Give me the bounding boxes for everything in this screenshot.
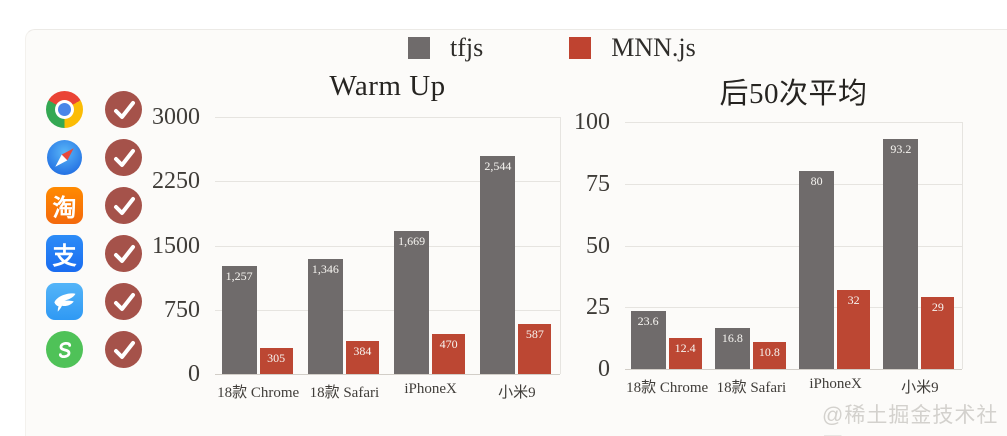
legend-item-mnnjs: MNN.js [569,33,696,63]
app-row-taobao: 淘 [46,187,142,224]
bar-mnnjs-18款 Chrome: 12.4 [668,338,702,369]
wechat-miniprogram-icon [46,331,83,368]
check-icon [105,235,142,272]
gridline-y0 [215,374,560,375]
check-icon [105,91,142,128]
gridline-y3000 [215,117,560,118]
bar-value-label: 1,669 [398,234,426,249]
y-axis-tick-label: 1500 [152,232,200,259]
bar-mnnjs-18款 Safari: 384 [345,341,379,374]
app-row-safari [46,139,142,176]
legend-label-tfjs: tfjs [450,33,484,62]
x-axis-category-label: 18款 Safari [309,385,380,401]
bar-tfjs-18款 Safari: 16.8 [714,327,750,369]
bar-value-label: 80 [810,174,823,189]
bar-tfjs-18款 Chrome: 1,257 [221,266,257,374]
gridline-y100 [625,122,962,123]
legend-swatch-mnnjs [569,37,592,59]
plot-right-border [962,122,963,369]
chrome-browser-icon [46,91,83,128]
x-axis-category-label: iPhoneX [404,381,457,397]
bar-mnnjs-18款 Chrome: 305 [259,347,293,374]
app-row-dingtalk [46,283,142,320]
safari-browser-icon [46,139,83,176]
bar-mnnjs-小米9: 29 [921,297,955,369]
y-axis-tick-label: 2250 [152,168,200,195]
gridline-y75 [625,183,962,185]
chart-title: 后50次平均 [719,78,868,110]
y-axis-tick-label: 0 [598,356,610,382]
bar-tfjs-18款 Safari: 1,346 [307,258,343,374]
bar-value-label: 93.2 [890,141,912,156]
legend-label-mnnjs: MNN.js [611,33,696,62]
bar-value-label: 384 [353,344,372,359]
taobao-app-icon: 淘 [46,187,83,224]
bar-value-label: 16.8 [721,330,743,345]
x-axis-category-label: 18款 Chrome [626,380,709,396]
gridline-y750 [215,309,560,311]
bar-value-label: 32 [847,292,860,307]
dingtalk-app-icon [46,283,83,320]
bar-tfjs-小米9: 93.2 [883,138,919,369]
plot-right-border [560,117,561,374]
chart-title: Warm Up [329,70,446,102]
bar-tfjs-18款 Chrome: 23.6 [630,310,666,369]
app-row-alipay: 支 [46,235,142,272]
chart-legend: tfjs MNN.js [408,33,696,63]
alipay-app-icon: 支 [46,235,83,272]
x-axis-category-label: 小米9 [498,385,536,401]
chrome-icon-dot [58,103,71,116]
bar-value-label: 2,544 [484,159,512,174]
bar-tfjs-小米9: 2,544 [480,156,516,374]
bar-value-label: 587 [525,326,544,341]
app-row-chrome [46,91,142,128]
bar-value-label: 305 [267,350,286,365]
y-axis-tick-label: 25 [586,294,610,321]
app-list: 淘 支 [46,91,142,368]
bar-mnnjs-小米9: 587 [518,323,552,374]
bar-mnnjs-iPhoneX: 32 [837,289,871,369]
y-axis-tick-label: 750 [164,296,200,323]
legend-item-tfjs: tfjs [408,33,483,63]
app-row-wechat-miniprogram [46,331,142,368]
bar-value-label: 470 [439,336,458,351]
check-icon [105,139,142,176]
y-axis-tick-label: 3000 [152,104,200,130]
check-icon [105,331,142,368]
x-axis-category-label: 18款 Safari [716,380,787,396]
x-axis-category-label: 18款 Chrome [217,385,300,401]
y-axis-tick-label: 50 [586,232,610,259]
bar-tfjs-iPhoneX: 80 [799,171,835,369]
bar-mnnjs-18款 Safari: 10.8 [752,342,786,369]
y-axis-tick-label: 75 [586,170,610,197]
x-axis-category-label: 小米9 [901,380,939,396]
gridline-y1500 [215,245,560,247]
legend-swatch-tfjs [408,37,430,59]
bar-value-label: 1,346 [311,261,339,276]
bar-value-label: 10.8 [758,345,780,360]
gridline-y50 [625,245,962,247]
x-axis-category-label: iPhoneX [809,376,862,392]
gridline-y0 [625,369,962,370]
bar-tfjs-iPhoneX: 1,669 [394,231,430,374]
bar-value-label: 29 [931,300,944,315]
last50-average-chart: 后50次平均 0 25 50 75 100 23.6 12.4 18款 Chrome 16.8 10… [573,70,1003,415]
watermark: @稀土掘金技术社区 [822,404,999,436]
warmup-chart: Warm Up 0 750 1500 2250 3000 1,257 305 18款 Chrom… [150,70,580,415]
gridline-y25 [625,307,962,309]
check-icon [105,283,142,320]
gridline-y2250 [215,181,560,183]
bar-value-label: 12.4 [674,341,696,356]
check-icon [105,187,142,224]
bar-mnnjs-iPhoneX: 470 [432,333,466,374]
y-axis-tick-label: 0 [188,361,200,387]
bar-value-label: 23.6 [637,313,659,328]
y-axis-tick-label: 100 [574,109,610,135]
bar-value-label: 1,257 [225,269,253,284]
